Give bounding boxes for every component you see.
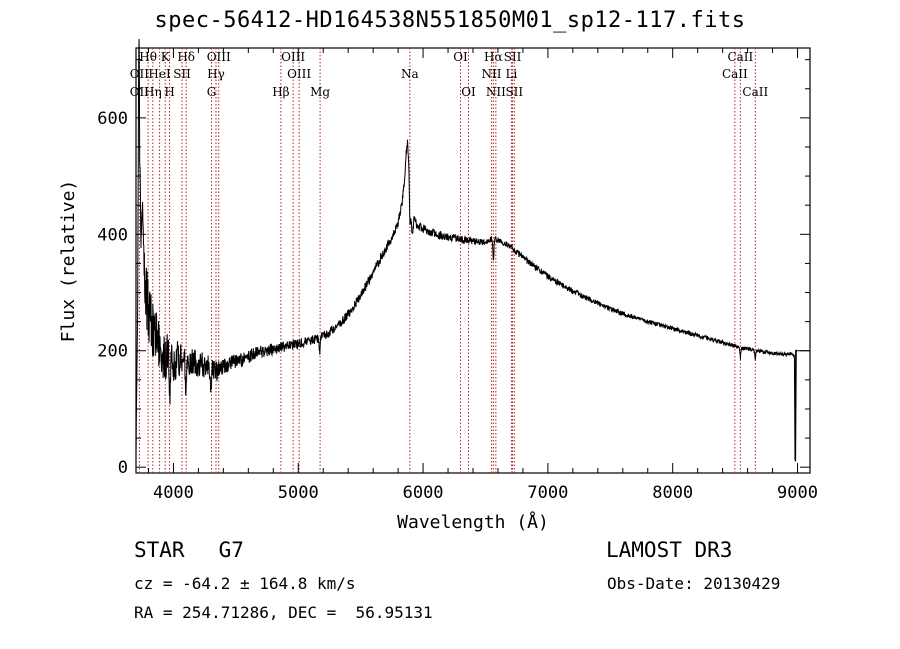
x-tick-label: 6000 <box>403 483 444 503</box>
x-tick-label: 7000 <box>527 483 568 503</box>
x-tick-label: 5000 <box>278 483 319 503</box>
line-marker-label: Mg <box>310 85 330 99</box>
line-marker-label: Hδ <box>177 50 195 64</box>
line-markers <box>138 48 756 473</box>
line-marker-label: HeI <box>148 67 171 81</box>
line-marker-label: Hθ <box>139 50 157 64</box>
x-axis-label: Wavelength (Å) <box>397 511 549 533</box>
line-marker-label: NII <box>481 67 501 81</box>
spectral-class: STAR G7 <box>134 538 244 562</box>
x-tick-label: 4000 <box>153 483 194 503</box>
line-marker-label: H <box>164 85 174 99</box>
line-marker-label: G <box>207 85 217 99</box>
line-marker-label: CaII <box>722 67 748 81</box>
line-marker-label: K <box>161 50 171 64</box>
line-marker-label: Hα <box>484 50 503 64</box>
line-marker-label: OI <box>453 50 468 64</box>
chart-title: spec-56412-HD164538N551850M01_sp12-117.f… <box>154 8 746 33</box>
tick-labels: 4000 5000 6000 7000 8000 9000 0 200 400 600 <box>97 109 818 503</box>
line-marker-label: Hβ <box>272 85 289 99</box>
redshift-readout: cz = -64.2 ± 164.8 km/s <box>134 574 356 593</box>
line-marker-label: Hγ <box>207 67 225 81</box>
line-marker-label: Hη <box>144 85 162 99</box>
class-label: STAR <box>134 538 185 562</box>
spectrum-line <box>135 38 810 462</box>
axis-ticks <box>136 48 810 473</box>
x-tick-label: 8000 <box>652 483 693 503</box>
line-marker-label: CaII <box>742 85 768 99</box>
line-marker-label: Na <box>401 67 419 81</box>
y-tick-label: 400 <box>97 225 128 245</box>
line-marker-label: SII <box>505 85 523 99</box>
y-tick-label: 0 <box>118 458 128 478</box>
line-marker-label: SII <box>173 67 191 81</box>
y-axis-label: Flux (relative) <box>58 180 79 343</box>
coordinates-readout: RA = 254.71286, DEC = 56.95131 <box>134 603 433 622</box>
line-marker-label: OIII <box>207 50 231 64</box>
line-marker-label: CaII <box>727 50 753 64</box>
y-tick-label: 600 <box>97 109 128 129</box>
x-tick-label: 9000 <box>777 483 818 503</box>
line-marker-label: OIII <box>287 67 311 81</box>
survey-label: LAMOST DR3 <box>606 538 733 562</box>
subclass-label: G7 <box>218 538 244 562</box>
line-marker-label: OI <box>461 85 476 99</box>
obs-date: Obs-Date: 20130429 <box>607 574 781 593</box>
line-marker-label: NII <box>486 85 506 99</box>
line-marker-label: SII <box>504 50 522 64</box>
line-marker-label: Li <box>506 67 518 81</box>
y-tick-label: 200 <box>97 342 128 362</box>
line-marker-label: OIII <box>281 50 305 64</box>
plot-frame <box>135 47 811 474</box>
